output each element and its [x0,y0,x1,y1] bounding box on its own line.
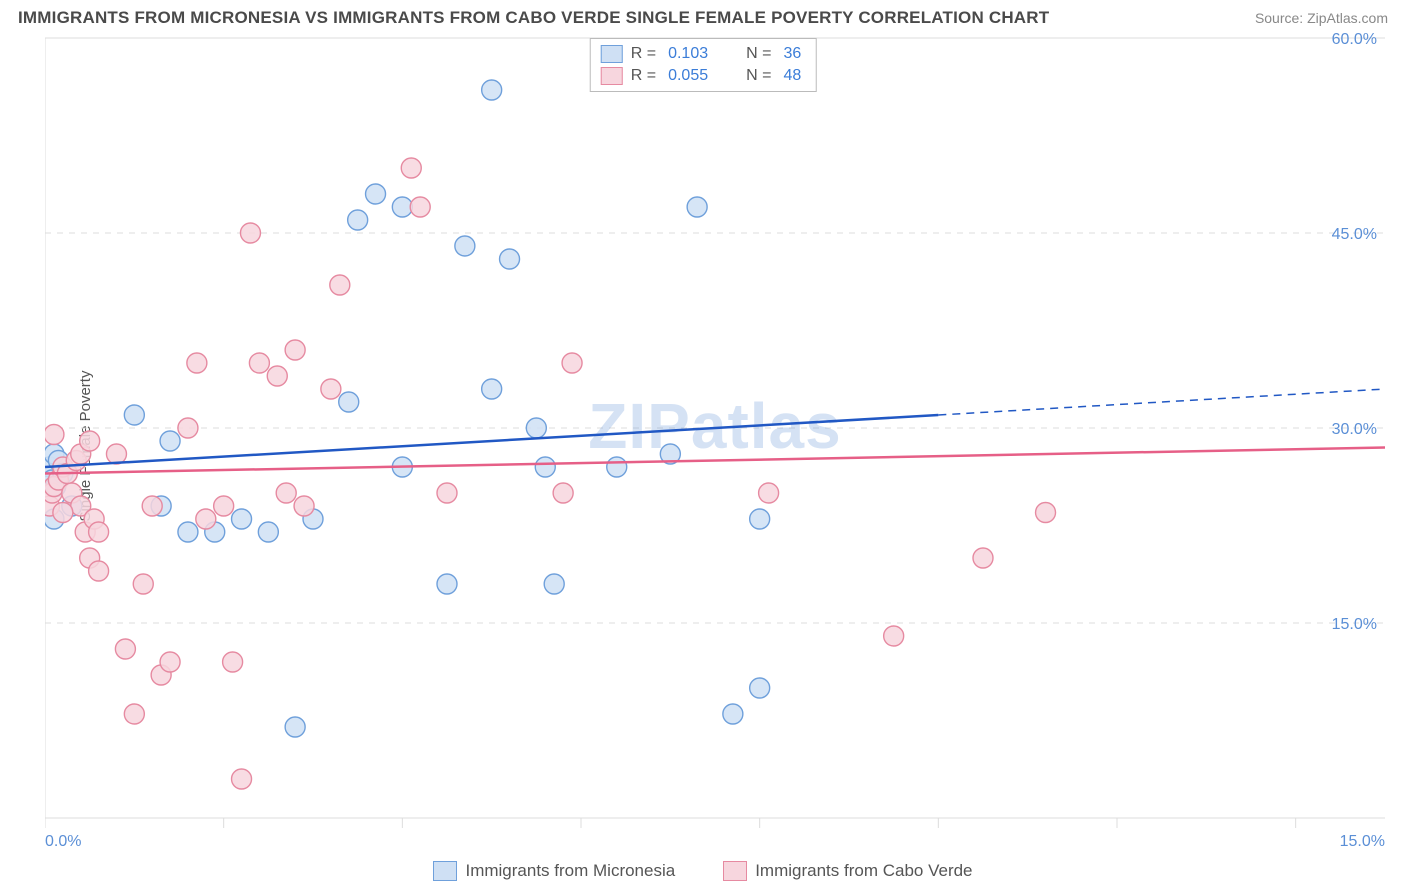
legend-r-value-caboverde: 0.055 [664,67,712,85]
legend-item-caboverde: Immigrants from Cabo Verde [723,861,972,881]
legend-n-value-caboverde: 48 [779,67,805,85]
series-legend: Immigrants from Micronesia Immigrants fro… [0,861,1406,886]
legend-label-micronesia: Immigrants from Micronesia [465,861,675,881]
svg-text:30.0%: 30.0% [1332,421,1377,438]
source-attribution: Source: ZipAtlas.com [1255,10,1388,26]
legend-r-value-micronesia: 0.103 [664,45,712,63]
legend-label-caboverde: Immigrants from Cabo Verde [755,861,972,881]
legend-n-label: N = [746,67,771,85]
legend-r-label: R = [631,67,656,85]
legend-swatch-caboverde [601,67,623,85]
legend-swatch-caboverde [723,861,747,881]
scatter-chart: 15.0% 30.0% 45.0% 60.0% 0.0% 15.0% ZIPatlas [45,30,1385,850]
legend-n-label: N = [746,45,771,63]
legend-swatch-micronesia [601,45,623,63]
svg-text:ZIPatlas: ZIPatlas [588,390,841,462]
svg-text:0.0%: 0.0% [45,833,81,850]
svg-text:15.0%: 15.0% [1332,616,1377,633]
svg-text:60.0%: 60.0% [1332,31,1377,48]
correlation-legend: R = 0.103 N = 36 R = 0.055 N = 48 [590,38,817,92]
legend-swatch-micronesia [433,861,457,881]
page-title: IMMIGRANTS FROM MICRONESIA VS IMMIGRANTS… [18,8,1049,28]
svg-text:15.0%: 15.0% [1340,833,1385,850]
legend-n-value-micronesia: 36 [779,45,805,63]
legend-item-micronesia: Immigrants from Micronesia [433,861,675,881]
legend-r-label: R = [631,45,656,63]
svg-text:45.0%: 45.0% [1332,226,1377,243]
